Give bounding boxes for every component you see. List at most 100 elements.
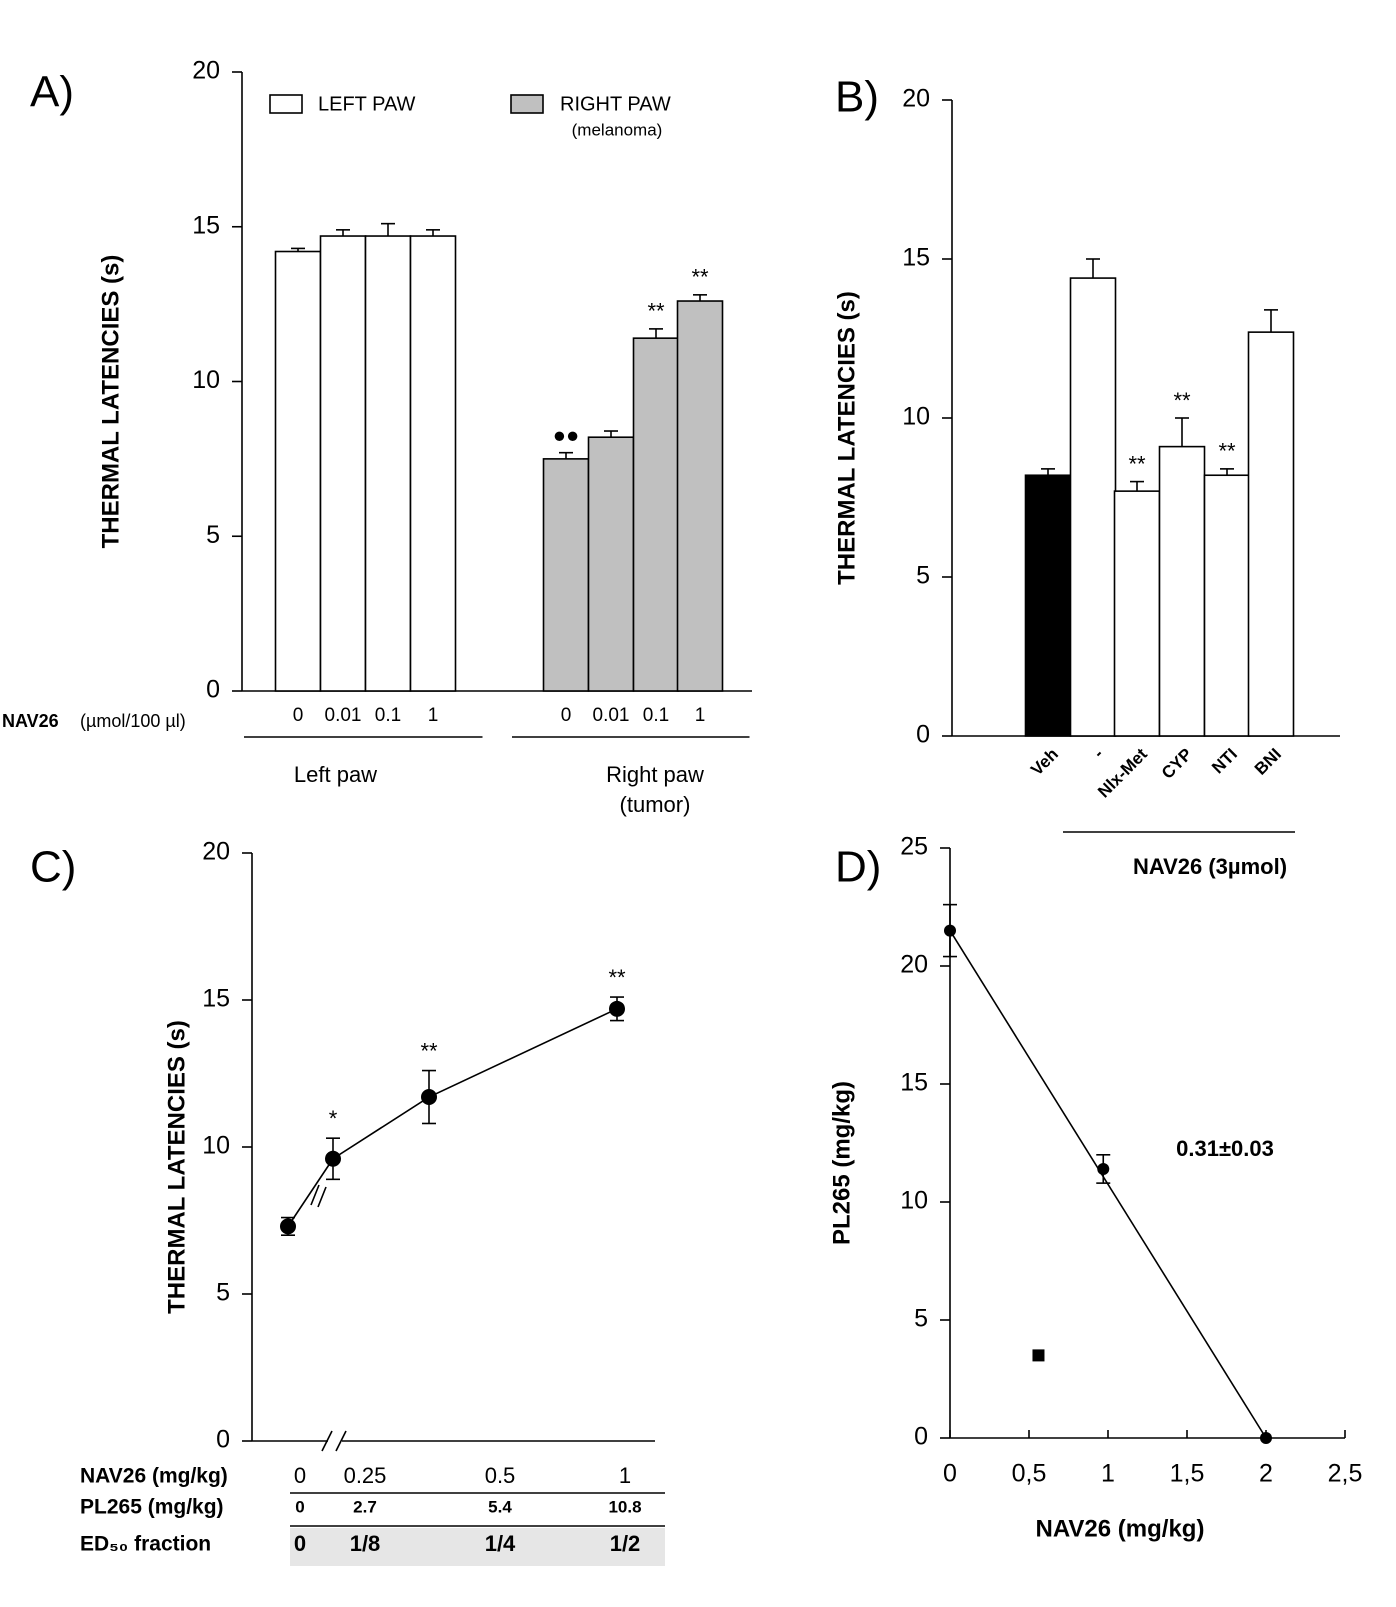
y-tick-label: 20: [900, 951, 928, 979]
x-tick-label: 1: [1101, 1460, 1115, 1488]
table-row-label: ED₅₀ fraction: [80, 1533, 211, 1556]
table-cell: 0: [294, 1531, 306, 1556]
group-label: NAV26 (3µmol): [1133, 854, 1287, 879]
significance-mark: *: [329, 1106, 338, 1131]
table-cell: 1/4: [485, 1531, 516, 1556]
panel-label: D): [835, 843, 881, 892]
data-point: [325, 1150, 341, 1167]
x-tick-label: 0.1: [375, 705, 401, 726]
y-tick-label: 10: [902, 403, 930, 431]
bar: [1113, 490, 1161, 737]
table-cell: 2.7: [353, 1497, 377, 1516]
y-tick-label: 20: [902, 85, 930, 113]
bar: [632, 337, 680, 692]
x-tick-label: 2: [1259, 1460, 1273, 1488]
x-tick-label: 0: [294, 1463, 306, 1488]
x-tick-label: 0.1: [643, 705, 669, 726]
table-cell: 1/2: [610, 1531, 641, 1556]
bar: [542, 458, 590, 692]
y-tick-label: 25: [900, 833, 928, 861]
axis-break: [321, 1430, 333, 1452]
table-cell: 5.4: [488, 1497, 512, 1516]
significance-mark: **: [608, 965, 626, 990]
x-tick-label: 1: [695, 705, 706, 726]
y-tick-label: 5: [216, 1279, 230, 1307]
y-tick-label: 0: [916, 721, 930, 749]
legend-swatch: [269, 94, 303, 114]
y-axis-label: THERMAL LATENCIES (s): [833, 291, 860, 585]
y-tick-label: 5: [916, 562, 930, 590]
x-tick-label: 0.5: [485, 1463, 516, 1488]
panel-label: C): [30, 843, 76, 892]
table-row-label: NAV26 (mg/kg): [80, 1465, 228, 1488]
y-axis-label: THERMAL LATENCIES (s): [97, 255, 124, 549]
table-shade: [290, 1528, 665, 1566]
bar: [319, 235, 367, 692]
y-tick-label: 5: [206, 521, 220, 549]
group-label: (tumor): [620, 792, 691, 817]
significance-mark: **: [1218, 439, 1236, 464]
x-tick-label: BNI: [1251, 745, 1285, 779]
significance-mark: ●●: [553, 422, 580, 447]
y-axis-label: PL265 (mg/kg): [828, 1081, 855, 1245]
data-point: [1032, 1349, 1045, 1362]
y-tick-label: 20: [192, 57, 220, 85]
x-axis-label: NAV26: [2, 711, 59, 731]
y-tick-label: 0: [914, 1423, 928, 1451]
y-tick-label: 10: [192, 366, 220, 394]
x-axis-label: NAV26 (mg/kg): [1036, 1515, 1205, 1542]
x-tick-label: Nlx-Met: [1094, 744, 1151, 801]
bar: [409, 235, 457, 692]
x-tick-label: NTI: [1208, 745, 1241, 778]
x-tick-label: 1: [619, 1463, 631, 1488]
y-tick-label: 10: [900, 1187, 928, 1215]
y-axis-label: THERMAL LATENCIES (s): [163, 1020, 190, 1314]
bar: [1158, 445, 1206, 737]
y-tick-label: 15: [900, 1069, 928, 1097]
y-tick-label: 0: [206, 676, 220, 704]
legend-note: (melanoma): [572, 120, 663, 139]
data-point: [421, 1089, 437, 1106]
annotation: 0.31±0.03: [1176, 1136, 1274, 1161]
x-tick-label: 0: [293, 705, 304, 726]
bar: [364, 235, 412, 692]
significance-mark: **: [420, 1038, 438, 1063]
bar: [1247, 331, 1295, 737]
data-point: [609, 1000, 625, 1017]
x-tick-label: 1: [428, 705, 439, 726]
y-tick-label: 15: [192, 211, 220, 239]
bar: [587, 436, 635, 692]
x-tick-label: -: [1090, 745, 1107, 762]
data-line: [287, 1008, 618, 1227]
x-axis-label: (µmol/100 µl): [80, 711, 186, 731]
y-tick-label: 0: [216, 1426, 230, 1454]
y-tick-label: 5: [914, 1305, 928, 1333]
significance-mark: **: [647, 299, 665, 324]
x-tick-label: 0.25: [344, 1463, 387, 1488]
x-tick-label: 1,5: [1170, 1460, 1205, 1488]
bar: [1024, 474, 1072, 737]
bar: [274, 250, 322, 692]
data-point: [280, 1218, 296, 1235]
significance-mark: **: [1128, 451, 1146, 476]
panel-label: B): [835, 73, 879, 122]
line-break: [317, 1186, 327, 1208]
group-label: Right paw: [606, 762, 704, 787]
axis-break: [335, 1430, 347, 1452]
significance-mark: **: [1173, 388, 1191, 413]
panel-label: A): [30, 68, 74, 117]
x-tick-label: 0.01: [593, 705, 630, 726]
bar: [1069, 277, 1117, 737]
significance-mark: **: [691, 265, 709, 290]
legend-swatch: [510, 94, 544, 114]
table-cell: 0: [295, 1497, 304, 1516]
y-tick-label: 15: [902, 244, 930, 272]
x-tick-label: CYP: [1158, 745, 1196, 783]
x-tick-label: 0.01: [325, 705, 362, 726]
x-tick-label: 0: [561, 705, 572, 726]
x-tick-label: 0,5: [1012, 1460, 1047, 1488]
fit-line: [949, 930, 1267, 1439]
y-tick-label: 20: [202, 838, 230, 866]
bar: [1203, 474, 1251, 737]
